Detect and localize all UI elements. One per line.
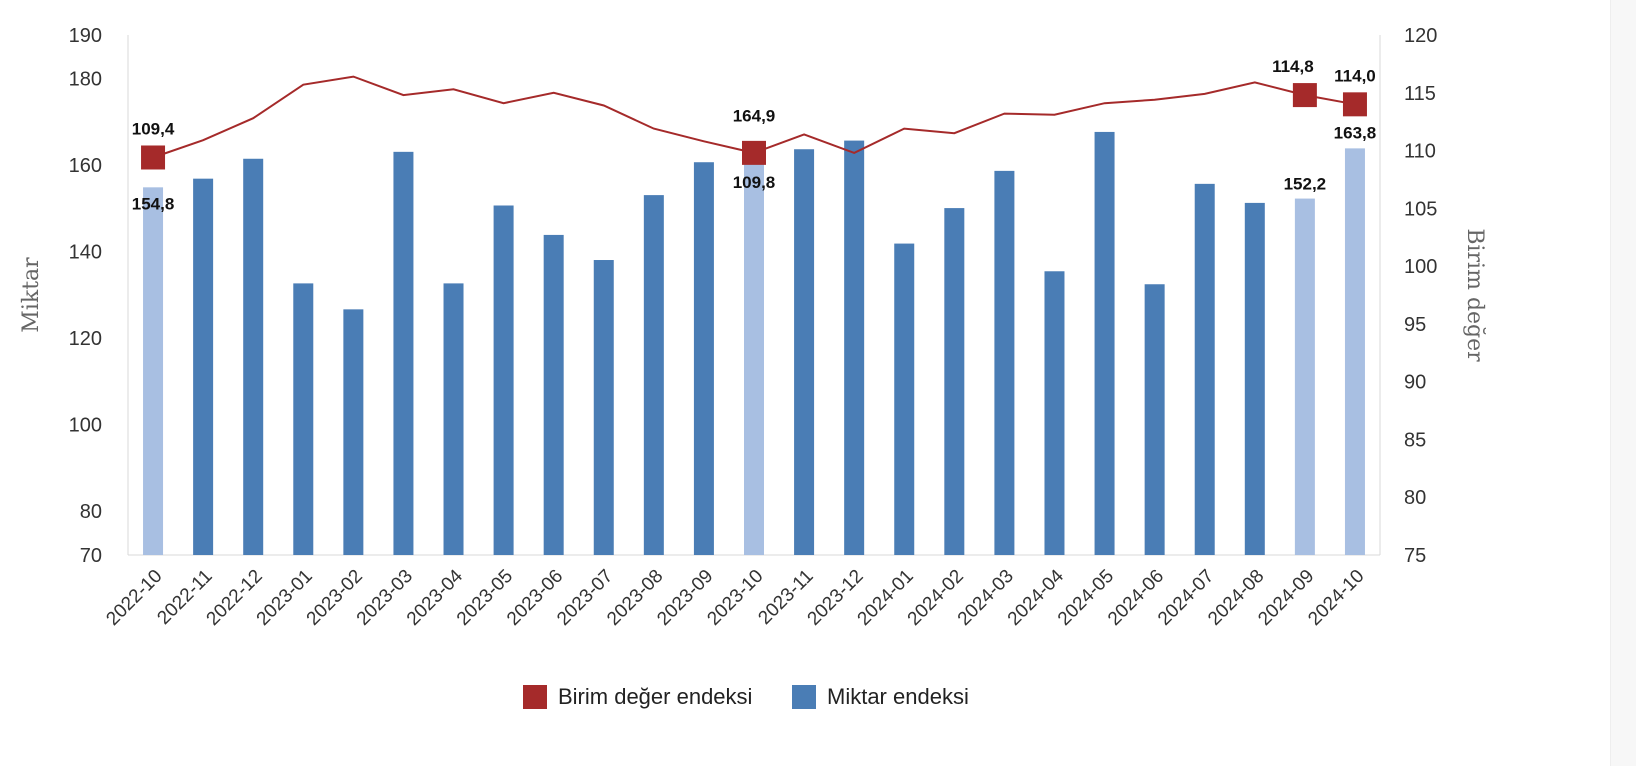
bar xyxy=(944,208,965,555)
data-label: 163,8 xyxy=(1334,123,1377,142)
line-marker xyxy=(1292,83,1317,108)
bar xyxy=(1094,131,1115,555)
right-tick-label: 85 xyxy=(1404,429,1426,451)
left-tick-label: 120 xyxy=(69,328,102,350)
data-label: 152,2 xyxy=(1284,175,1327,194)
bar xyxy=(1194,183,1215,555)
bar xyxy=(1344,148,1365,555)
line-marker xyxy=(1342,92,1367,117)
data-label: 154,8 xyxy=(132,194,175,213)
data-label: 114,8 xyxy=(1272,57,1314,76)
bar xyxy=(794,149,815,556)
left-tick-label: 160 xyxy=(69,155,102,177)
x-axis-ticks: 2022-102022-112022-122023-012023-022023-… xyxy=(102,565,1368,629)
left-tick-label: 100 xyxy=(69,414,102,436)
bar xyxy=(543,234,564,556)
left-axis-ticks: 70 80 100 120 140 160 180 190 xyxy=(69,25,102,567)
right-tick-label: 80 xyxy=(1404,487,1426,509)
legend-swatch-birim xyxy=(523,685,547,709)
line-series xyxy=(141,75,1367,170)
x-tick-label: 2022-10 xyxy=(102,566,166,630)
left-tick-label: 80 xyxy=(80,501,102,523)
legend-label-birim: Birim değer endeksi xyxy=(558,684,752,709)
bar xyxy=(293,283,314,555)
bar xyxy=(643,195,664,556)
right-axis-title: Birim değer xyxy=(1462,228,1487,362)
right-tick-label: 100 xyxy=(1404,256,1437,278)
right-axis-ticks: 75 80 85 90 95 100 105 110 115 120 xyxy=(1404,25,1437,567)
legend: Birim değer endeksi Miktar endeksi xyxy=(523,684,969,709)
right-tick-label: 105 xyxy=(1404,198,1437,220)
right-tick-label: 75 xyxy=(1404,545,1426,567)
bar xyxy=(1294,198,1315,555)
right-tick-label: 90 xyxy=(1404,372,1426,394)
bar xyxy=(393,151,414,555)
bar xyxy=(243,158,264,555)
legend-label-miktar: Miktar endeksi xyxy=(827,684,969,709)
data-label: 164,9 xyxy=(733,107,776,126)
left-tick-label: 140 xyxy=(69,241,102,263)
data-label: 109,4 xyxy=(132,119,175,138)
bar xyxy=(844,140,865,555)
data-labels: 109,4 154,8 164,9 109,8 114,8 152,2 114,0 163,8 xyxy=(132,57,1376,213)
data-label: 109,8 xyxy=(733,173,776,192)
left-tick-label: 180 xyxy=(69,68,102,90)
right-tick-label: 95 xyxy=(1404,314,1426,336)
bar xyxy=(894,243,915,556)
bar xyxy=(593,260,614,555)
bar xyxy=(343,309,364,555)
bar xyxy=(443,283,464,555)
legend-swatch-miktar xyxy=(792,685,816,709)
right-tick-label: 115 xyxy=(1404,83,1436,105)
right-tick-label: 110 xyxy=(1404,141,1436,163)
x-tick-label: 2024-10 xyxy=(1304,566,1368,630)
bar xyxy=(143,187,164,555)
right-tick-label: 120 xyxy=(1404,25,1437,47)
line-marker xyxy=(742,140,766,165)
left-axis-title: Miktar xyxy=(19,257,44,333)
bar-series xyxy=(143,131,1365,556)
bar xyxy=(193,178,214,555)
x-tick-label: 2023-10 xyxy=(703,566,767,630)
bar xyxy=(693,162,714,556)
left-tick-label: 70 xyxy=(80,545,102,567)
bar xyxy=(1044,271,1065,555)
bar xyxy=(1244,202,1265,555)
data-label: 114,0 xyxy=(1334,66,1376,85)
line-marker xyxy=(141,145,166,170)
bar xyxy=(744,143,764,555)
bar xyxy=(493,205,514,555)
bar xyxy=(1144,284,1165,555)
window-edge-strip xyxy=(1610,0,1636,766)
bar xyxy=(994,170,1015,556)
left-tick-label: 190 xyxy=(69,25,102,47)
